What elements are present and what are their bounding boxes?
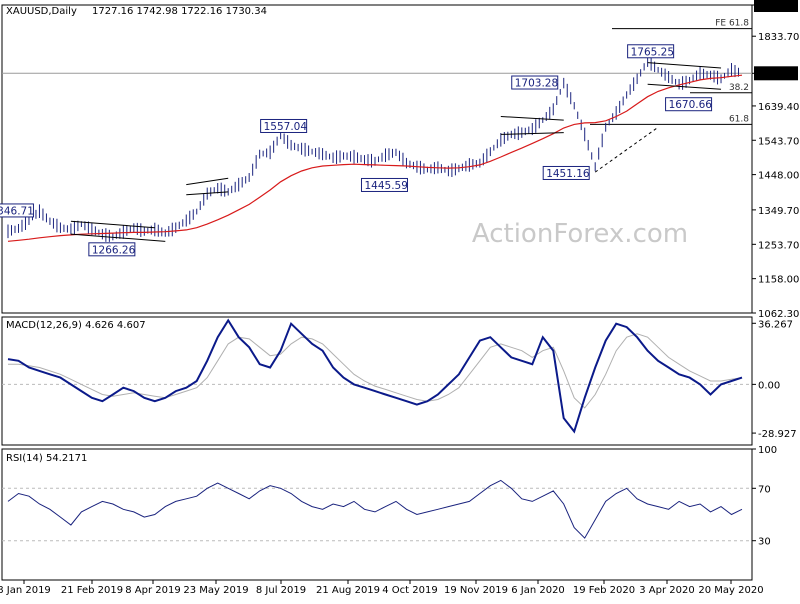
trendline bbox=[186, 177, 229, 186]
price-y-tick-label: 1833.70 bbox=[758, 32, 799, 43]
x-tick-label: 19 Nov 2019 bbox=[444, 585, 508, 596]
price-y-tick-label: 1062.30 bbox=[758, 309, 799, 320]
price-annotation-box bbox=[627, 44, 675, 59]
price-annotation: 1765.25 bbox=[631, 46, 674, 58]
macd-panel: 36.267 0.00 -28.927 bbox=[1, 316, 797, 446]
price-panel: 1920.70 1833.70 1730.34 1639.40 1543.70 1448.… bbox=[0, 0, 799, 320]
price-y-tick-label: 1448.00 bbox=[758, 171, 799, 182]
macd-y-tick-label: 36.267 bbox=[758, 319, 793, 330]
trendline bbox=[500, 115, 564, 121]
sma-line bbox=[7, 74, 743, 242]
macd-y-tick-label: -28.927 bbox=[758, 429, 797, 440]
rsi-title: RSI(14) 54.2171 bbox=[6, 453, 87, 464]
macd-y-tick-label: 0.00 bbox=[758, 380, 780, 391]
trend-dashed bbox=[594, 126, 659, 173]
macd-signal-line bbox=[8, 333, 743, 409]
x-tick-label: 8 Jul 2019 bbox=[256, 585, 306, 596]
x-tick-label: 20 May 2020 bbox=[698, 585, 763, 596]
current-price-tag bbox=[754, 66, 798, 81]
x-axis: 8 Jan 2019 21 Feb 2019 8 Apr 2019 23 May 20… bbox=[0, 580, 764, 596]
macd-frame bbox=[1, 316, 753, 446]
price-y-tick-label: 1349.70 bbox=[758, 206, 799, 217]
chart-ohlc: 1727.16 1742.98 1722.16 1730.34 bbox=[92, 6, 267, 17]
macd-line bbox=[7, 318, 743, 434]
x-tick-label: 23 May 2019 bbox=[183, 585, 248, 596]
price-annotation: 1557.04 bbox=[264, 121, 308, 133]
price-annotation-box bbox=[665, 97, 713, 112]
macd-title: MACD(12,26,9) 4.626 4.607 bbox=[6, 320, 146, 331]
rsi-y-tick-label: 70 bbox=[758, 484, 771, 495]
price-annotation-box bbox=[0, 203, 34, 218]
trendline bbox=[70, 233, 166, 242]
fib-level-label: 38.2 bbox=[729, 83, 749, 93]
key-level-tag bbox=[754, 0, 798, 12]
x-tick-label: 8 Apr 2019 bbox=[125, 585, 180, 596]
trendline bbox=[500, 132, 564, 135]
x-tick-label: 4 Oct 2019 bbox=[382, 585, 437, 596]
price-y-tick-label: 1543.70 bbox=[758, 136, 799, 147]
fib-level-label: FE 61.8 bbox=[715, 19, 749, 29]
price-bars bbox=[7, 54, 740, 242]
trendline bbox=[647, 83, 722, 90]
price-annotation: 1346.71 bbox=[0, 205, 34, 217]
x-tick-label: 19 Feb 2020 bbox=[573, 585, 635, 596]
price-y-tick-label: 1920.70 bbox=[757, 1, 798, 12]
price-y-tick-label: 1730.34 bbox=[757, 69, 798, 80]
rsi-panel: 100 70 30 bbox=[1, 445, 777, 581]
x-tick-label: 3 Apr 2020 bbox=[639, 585, 694, 596]
price-y-tick-label: 1253.70 bbox=[758, 240, 799, 251]
x-tick-label: 6 Jan 2020 bbox=[511, 585, 565, 596]
price-annotation: 1703.28 bbox=[515, 78, 558, 90]
price-annotation-box bbox=[260, 118, 308, 133]
price-annotation: 1451.16 bbox=[546, 168, 590, 180]
x-tick-label: 21 Feb 2019 bbox=[61, 585, 123, 596]
price-annotation-box bbox=[360, 177, 408, 192]
price-annotation: 1670.66 bbox=[669, 99, 713, 111]
rsi-line bbox=[7, 479, 743, 539]
fib-level-label: 61.8 bbox=[729, 114, 749, 124]
rsi-y-tick-label: 30 bbox=[758, 537, 771, 548]
rsi-y-tick-label: 100 bbox=[758, 445, 777, 456]
price-y-tick-label: 1639.40 bbox=[758, 102, 799, 113]
price-annotation: 1266.26 bbox=[92, 244, 136, 256]
trendline bbox=[186, 191, 229, 196]
x-tick-label: 8 Jan 2019 bbox=[0, 585, 51, 596]
watermark: ActionForex.com bbox=[472, 219, 688, 249]
price-annotation-box bbox=[542, 165, 590, 180]
price-annotation: 1445.59 bbox=[364, 180, 407, 192]
price-y-tick-label: 1158.00 bbox=[758, 275, 799, 286]
chart-symbol: XAUUSD,Daily bbox=[6, 6, 77, 17]
x-tick-label: 21 Aug 2019 bbox=[316, 585, 380, 596]
price-annotation-box bbox=[88, 242, 136, 257]
rsi-frame bbox=[1, 448, 753, 581]
trendline bbox=[647, 62, 722, 69]
price-annotation-box bbox=[511, 75, 559, 90]
trendline bbox=[70, 220, 155, 229]
